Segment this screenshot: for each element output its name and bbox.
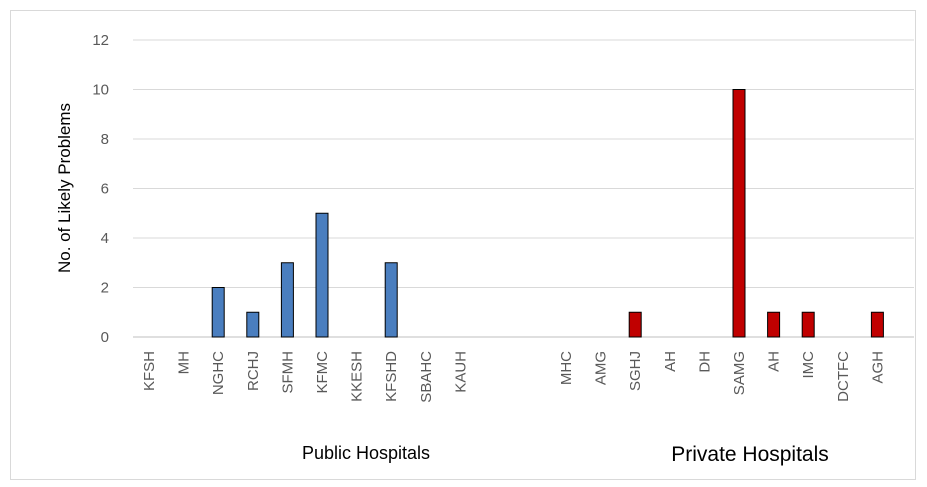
bar-1-6 [768,312,780,337]
x-tick-label-1-2: SGHJ [627,351,644,391]
y-tick-label-12: 12 [92,32,109,49]
x-tick-label-0-7: KFSHD [383,351,400,402]
x-tick-label-1-9: AGH [869,351,886,384]
group-label-private: Private Hospitals [671,443,829,466]
y-axis-label: No. of Likely Problems [55,103,74,273]
y-axis: 0 2 4 6 8 10 12 [92,32,109,346]
bar-0-3 [247,312,259,337]
x-tick-label-0-5: KFMC [314,351,331,394]
x-tick-label-0-9: KAUH [452,351,469,393]
bar-0-4 [281,263,293,337]
x-tick-label-1-3: AH [662,351,679,372]
x-tick-label-0-2: NGHC [210,351,227,395]
y-tick-label-8: 8 [101,131,109,148]
bar-1-2 [629,312,641,337]
bar-1-5 [733,90,745,338]
bars [212,90,883,338]
y-tick-label-4: 4 [101,230,109,247]
x-tick-label-1-7: IMC [800,351,817,379]
x-tick-label-0-8: SBAHC [418,351,435,403]
x-tick-label-1-1: AMG [593,351,610,385]
bar-0-7 [385,263,397,337]
x-tick-label-1-8: DCTFC [835,351,852,402]
x-tick-label-0-0: KFSH [141,351,158,391]
x-tick-label-0-3: RCHJ [245,351,262,391]
bar-0-5 [316,213,328,337]
y-tick-label-10: 10 [92,82,109,99]
bar-0-2 [212,288,224,338]
x-tick-label-0-1: MH [176,351,193,374]
gridlines [133,40,914,337]
bar-1-7 [802,312,814,337]
bar-1-9 [871,312,883,337]
x-tick-label-0-4: SFMH [279,351,296,394]
y-tick-label-6: 6 [101,181,109,198]
x-tick-label-0-6: KKESH [349,351,366,402]
x-axis: KFSH MH NGHC RCHJ SFMH KFMC KKESH KFSHD SBAHC KAU… [141,351,886,403]
group-label-public: Public Hospitals [302,443,430,463]
y-tick-label-0: 0 [101,329,109,346]
x-tick-label-1-6: AH [766,351,783,372]
x-tick-label-1-5: SAMG [731,351,748,395]
x-tick-label-1-4: DH [696,351,713,373]
x-tick-label-1-0: MHC [558,351,575,385]
y-tick-label-2: 2 [101,280,109,297]
